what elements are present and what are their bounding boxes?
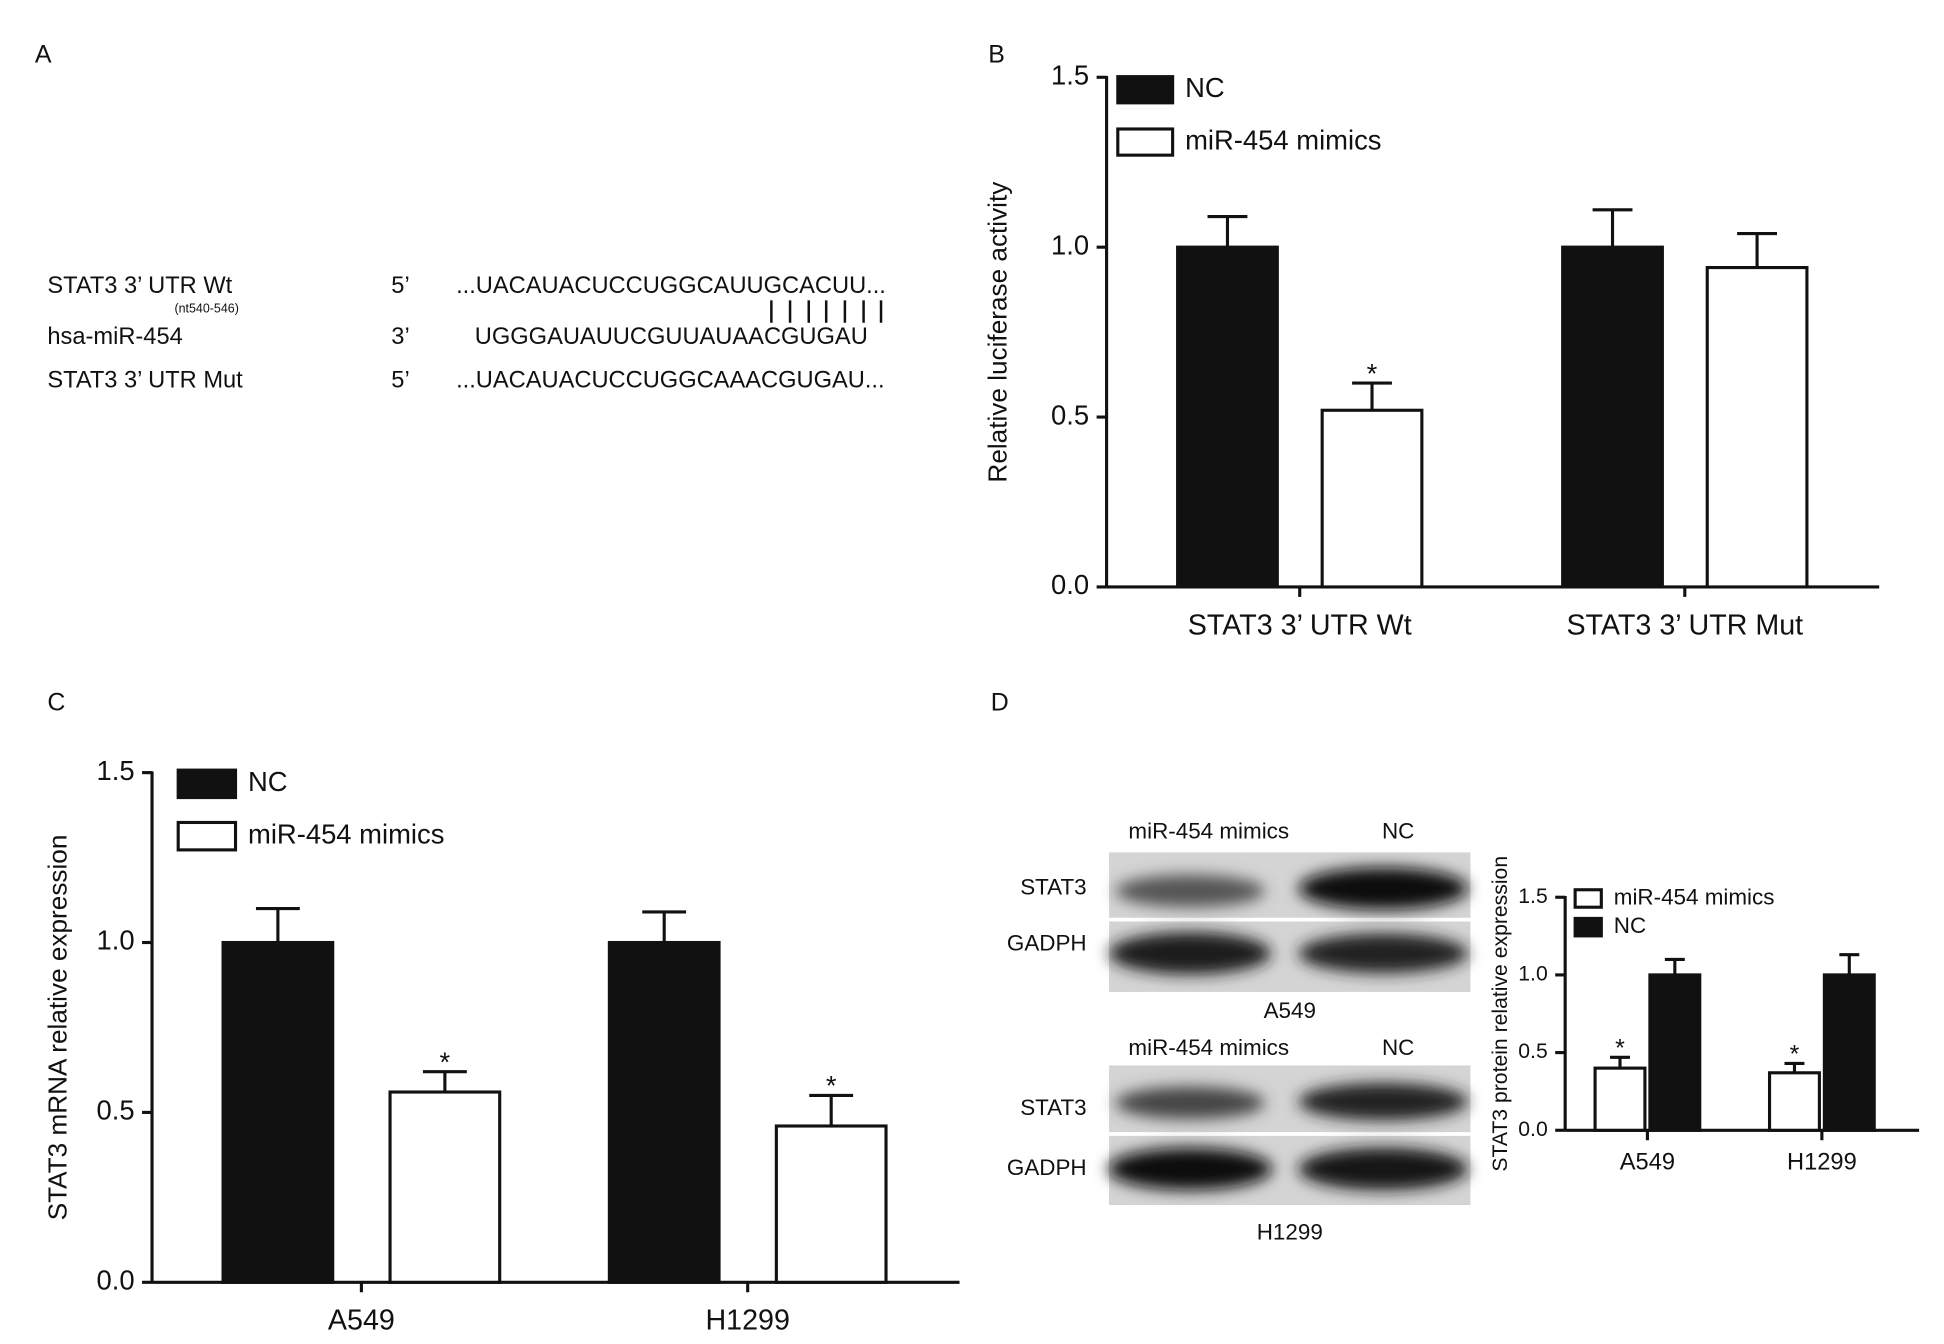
significance-marker: * (440, 1046, 451, 1077)
sequence: UGGGAUAUUCGUUAUAACGUGAU (475, 324, 868, 350)
significance-marker: * (1790, 1041, 1800, 1069)
bar (388, 1090, 502, 1284)
x-tick-label: A549 (1620, 1149, 1675, 1175)
lane-label: miR-454 mimics (1128, 1035, 1289, 1060)
y-tick-label: 0.5 (1051, 399, 1089, 430)
y-tick-label: 1.0 (1051, 229, 1089, 260)
y-tick-label: 0.5 (1518, 1040, 1547, 1063)
sequence-end: 3’ (391, 324, 409, 350)
lane-label: miR-454 mimics (1128, 818, 1289, 843)
bar (1648, 973, 1702, 1132)
legend-swatch (1116, 127, 1175, 157)
sequence-name: hsa-miR-454 (47, 324, 182, 350)
legend-label: NC (1185, 72, 1225, 103)
row-label: GADPH (1007, 1155, 1087, 1180)
y-tick-label: 1.0 (96, 925, 134, 956)
sequence: ...UACAUACUCCUGGCAAACGUGAU... (456, 368, 885, 394)
sequence-end: 5’ (391, 273, 409, 299)
panel-label: C (47, 689, 65, 717)
error-bar (1664, 957, 1685, 975)
error-bar (1207, 215, 1248, 248)
sequence: ...UACAUACUCCUGGCAUUGCACUU... (456, 273, 886, 299)
panel-label: A (35, 41, 52, 69)
bar (1176, 245, 1279, 589)
y-tick-label: 0.0 (1051, 569, 1089, 600)
legend-label: miR-454 mimics (1185, 124, 1381, 155)
error-bar (642, 910, 687, 943)
significance-marker: * (1367, 358, 1378, 389)
x-tick-label: H1299 (705, 1305, 789, 1337)
y-tick-label: 1.5 (96, 755, 134, 786)
x-tick-label: H1299 (1787, 1149, 1857, 1175)
legend-label: miR-454 mimics (248, 818, 444, 849)
row-label: STAT3 (1020, 1095, 1086, 1120)
y-tick-label: 1.0 (1518, 963, 1547, 986)
y-tick-label: 0.0 (1518, 1118, 1547, 1141)
sequence-name: STAT3 3’ UTR Wt (47, 273, 232, 299)
legend-swatch (1116, 75, 1175, 105)
bar (1593, 1066, 1647, 1132)
lane-label: NC (1382, 818, 1414, 843)
legend-swatch (176, 768, 238, 800)
panel-label: B (988, 41, 1005, 69)
error-bar (1784, 1061, 1805, 1073)
error-bar (1839, 953, 1860, 975)
blot-image (1107, 852, 1471, 1206)
x-tick-label: STAT3 3’ UTR Mut (1566, 609, 1803, 641)
significance-marker: * (826, 1070, 837, 1101)
x-tick-label: STAT3 3’ UTR Wt (1188, 609, 1412, 641)
legend-swatch (1573, 916, 1603, 938)
bar (1320, 408, 1424, 589)
bar (221, 940, 335, 1284)
error-bar (1610, 1055, 1630, 1069)
bar (607, 940, 721, 1284)
blot-title: A549 (1264, 998, 1316, 1023)
legend-label: NC (248, 766, 288, 797)
significance-marker: * (1615, 1034, 1625, 1062)
error-bar (1352, 381, 1392, 411)
bar (1822, 973, 1876, 1132)
bar (1705, 265, 1809, 589)
y-tick-label: 1.5 (1518, 885, 1547, 908)
y-axis-label: STAT3 protein relative expression (1489, 856, 1512, 1172)
error-bar (255, 906, 300, 943)
row-label: GADPH (1007, 931, 1087, 956)
pairing-lines (770, 300, 883, 323)
blot-title: H1299 (1257, 1220, 1323, 1245)
bar (1561, 245, 1664, 589)
y-tick-label: 0.5 (96, 1095, 134, 1126)
legend-label: NC (1614, 913, 1646, 938)
y-axis-label: STAT3 mRNA relative expression (43, 835, 73, 1221)
error-bar (422, 1070, 467, 1093)
legend-swatch (1573, 888, 1603, 909)
y-tick-label: 0.0 (96, 1265, 134, 1296)
y-tick-label: 1.5 (1051, 60, 1089, 91)
error-bar (809, 1093, 854, 1127)
sequence-note: (nt540-546) (174, 301, 238, 315)
panel-label: D (991, 689, 1009, 717)
legend-label: miR-454 mimics (1614, 884, 1775, 909)
y-axis-label: Relative luciferase activity (982, 181, 1012, 483)
bar (1767, 1071, 1821, 1132)
error-bar (1592, 208, 1633, 248)
sequence-name: STAT3 3’ UTR Mut (47, 368, 243, 394)
lane-label: NC (1382, 1035, 1414, 1060)
x-tick-label: A549 (328, 1305, 395, 1337)
bar (774, 1124, 888, 1284)
error-bar (1737, 232, 1778, 268)
legend-swatch (176, 820, 238, 852)
row-label: STAT3 (1020, 874, 1086, 899)
sequence-end: 5’ (391, 368, 409, 394)
